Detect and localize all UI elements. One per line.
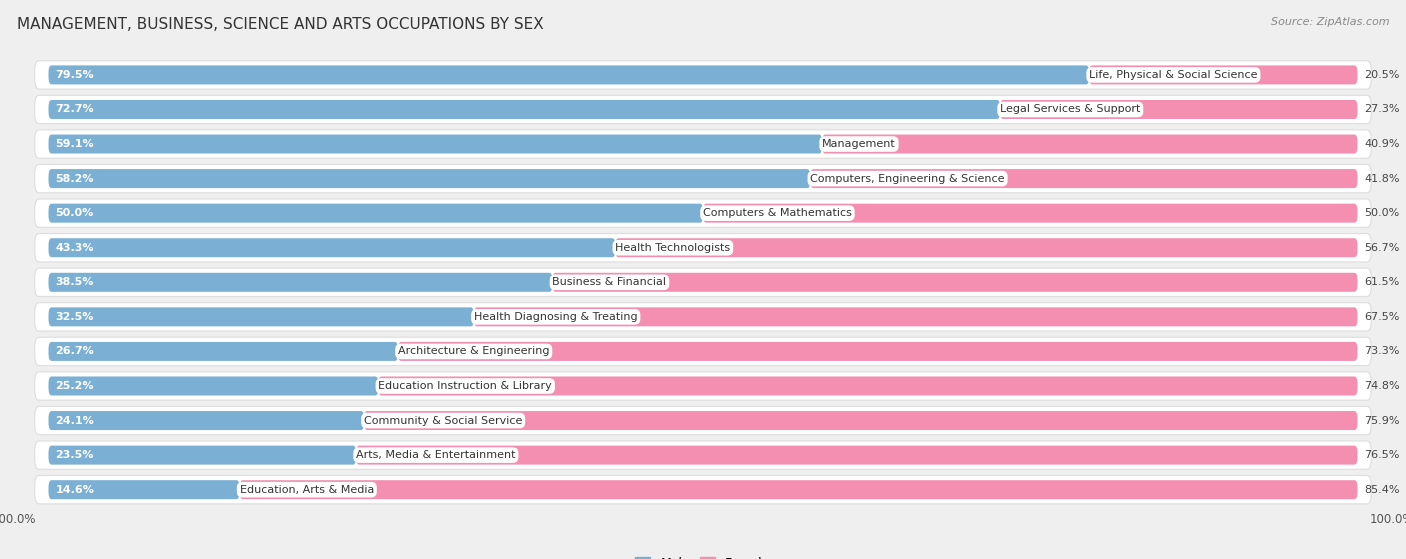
FancyBboxPatch shape xyxy=(356,446,1358,465)
FancyBboxPatch shape xyxy=(35,130,1371,158)
FancyBboxPatch shape xyxy=(616,238,1358,257)
FancyBboxPatch shape xyxy=(553,273,1358,292)
Text: 74.8%: 74.8% xyxy=(1364,381,1400,391)
Text: 75.9%: 75.9% xyxy=(1364,415,1400,425)
FancyBboxPatch shape xyxy=(35,268,1371,296)
Text: 76.5%: 76.5% xyxy=(1364,450,1400,460)
Text: Health Diagnosing & Treating: Health Diagnosing & Treating xyxy=(474,312,637,322)
Text: Life, Physical & Social Science: Life, Physical & Social Science xyxy=(1090,70,1257,80)
Text: 32.5%: 32.5% xyxy=(55,312,94,322)
Text: MANAGEMENT, BUSINESS, SCIENCE AND ARTS OCCUPATIONS BY SEX: MANAGEMENT, BUSINESS, SCIENCE AND ARTS O… xyxy=(17,17,544,32)
Text: 27.3%: 27.3% xyxy=(1364,105,1400,115)
FancyBboxPatch shape xyxy=(48,342,398,361)
Text: 14.6%: 14.6% xyxy=(55,485,94,495)
FancyBboxPatch shape xyxy=(35,302,1371,331)
FancyBboxPatch shape xyxy=(378,376,1358,395)
Text: 58.2%: 58.2% xyxy=(55,174,94,183)
FancyBboxPatch shape xyxy=(48,480,239,499)
Text: 40.9%: 40.9% xyxy=(1364,139,1400,149)
FancyBboxPatch shape xyxy=(1090,65,1358,84)
FancyBboxPatch shape xyxy=(35,476,1371,504)
FancyBboxPatch shape xyxy=(35,95,1371,124)
FancyBboxPatch shape xyxy=(1000,100,1358,119)
Text: 72.7%: 72.7% xyxy=(55,105,94,115)
FancyBboxPatch shape xyxy=(48,169,810,188)
Text: Arts, Media & Entertainment: Arts, Media & Entertainment xyxy=(356,450,516,460)
Text: Business & Financial: Business & Financial xyxy=(553,277,666,287)
FancyBboxPatch shape xyxy=(35,164,1371,193)
FancyBboxPatch shape xyxy=(35,441,1371,470)
Text: Computers, Engineering & Science: Computers, Engineering & Science xyxy=(810,174,1005,183)
Text: 61.5%: 61.5% xyxy=(1364,277,1399,287)
FancyBboxPatch shape xyxy=(35,234,1371,262)
FancyBboxPatch shape xyxy=(48,203,703,222)
FancyBboxPatch shape xyxy=(703,203,1358,222)
Text: Community & Social Service: Community & Social Service xyxy=(364,415,523,425)
Text: Health Technologists: Health Technologists xyxy=(616,243,731,253)
Text: 50.0%: 50.0% xyxy=(55,208,94,218)
Legend: Male, Female: Male, Female xyxy=(630,552,776,559)
FancyBboxPatch shape xyxy=(398,342,1358,361)
FancyBboxPatch shape xyxy=(35,199,1371,228)
Text: 43.3%: 43.3% xyxy=(55,243,94,253)
FancyBboxPatch shape xyxy=(810,169,1358,188)
Text: Source: ZipAtlas.com: Source: ZipAtlas.com xyxy=(1271,17,1389,27)
FancyBboxPatch shape xyxy=(35,61,1371,89)
Text: 23.5%: 23.5% xyxy=(55,450,94,460)
FancyBboxPatch shape xyxy=(48,135,823,154)
Text: 73.3%: 73.3% xyxy=(1364,347,1400,357)
Text: 25.2%: 25.2% xyxy=(55,381,94,391)
Text: 38.5%: 38.5% xyxy=(55,277,94,287)
Text: 59.1%: 59.1% xyxy=(55,139,94,149)
Text: 20.5%: 20.5% xyxy=(1364,70,1400,80)
Text: Education Instruction & Library: Education Instruction & Library xyxy=(378,381,553,391)
FancyBboxPatch shape xyxy=(48,376,378,395)
FancyBboxPatch shape xyxy=(364,411,1358,430)
Text: 24.1%: 24.1% xyxy=(55,415,94,425)
FancyBboxPatch shape xyxy=(474,307,1358,326)
FancyBboxPatch shape xyxy=(48,273,553,292)
Text: Computers & Mathematics: Computers & Mathematics xyxy=(703,208,852,218)
Text: Management: Management xyxy=(823,139,896,149)
FancyBboxPatch shape xyxy=(48,100,1000,119)
Text: 67.5%: 67.5% xyxy=(1364,312,1400,322)
FancyBboxPatch shape xyxy=(48,65,1090,84)
FancyBboxPatch shape xyxy=(48,307,474,326)
Text: Legal Services & Support: Legal Services & Support xyxy=(1000,105,1140,115)
Text: 41.8%: 41.8% xyxy=(1364,174,1400,183)
FancyBboxPatch shape xyxy=(35,337,1371,366)
FancyBboxPatch shape xyxy=(48,446,356,465)
Text: Architecture & Engineering: Architecture & Engineering xyxy=(398,347,550,357)
Text: Education, Arts & Media: Education, Arts & Media xyxy=(239,485,374,495)
Text: 56.7%: 56.7% xyxy=(1364,243,1400,253)
Text: 79.5%: 79.5% xyxy=(55,70,94,80)
Text: 50.0%: 50.0% xyxy=(1364,208,1399,218)
FancyBboxPatch shape xyxy=(35,372,1371,400)
FancyBboxPatch shape xyxy=(823,135,1358,154)
FancyBboxPatch shape xyxy=(48,411,364,430)
FancyBboxPatch shape xyxy=(239,480,1358,499)
Text: 85.4%: 85.4% xyxy=(1364,485,1400,495)
Text: 26.7%: 26.7% xyxy=(55,347,94,357)
FancyBboxPatch shape xyxy=(35,406,1371,435)
FancyBboxPatch shape xyxy=(48,238,616,257)
